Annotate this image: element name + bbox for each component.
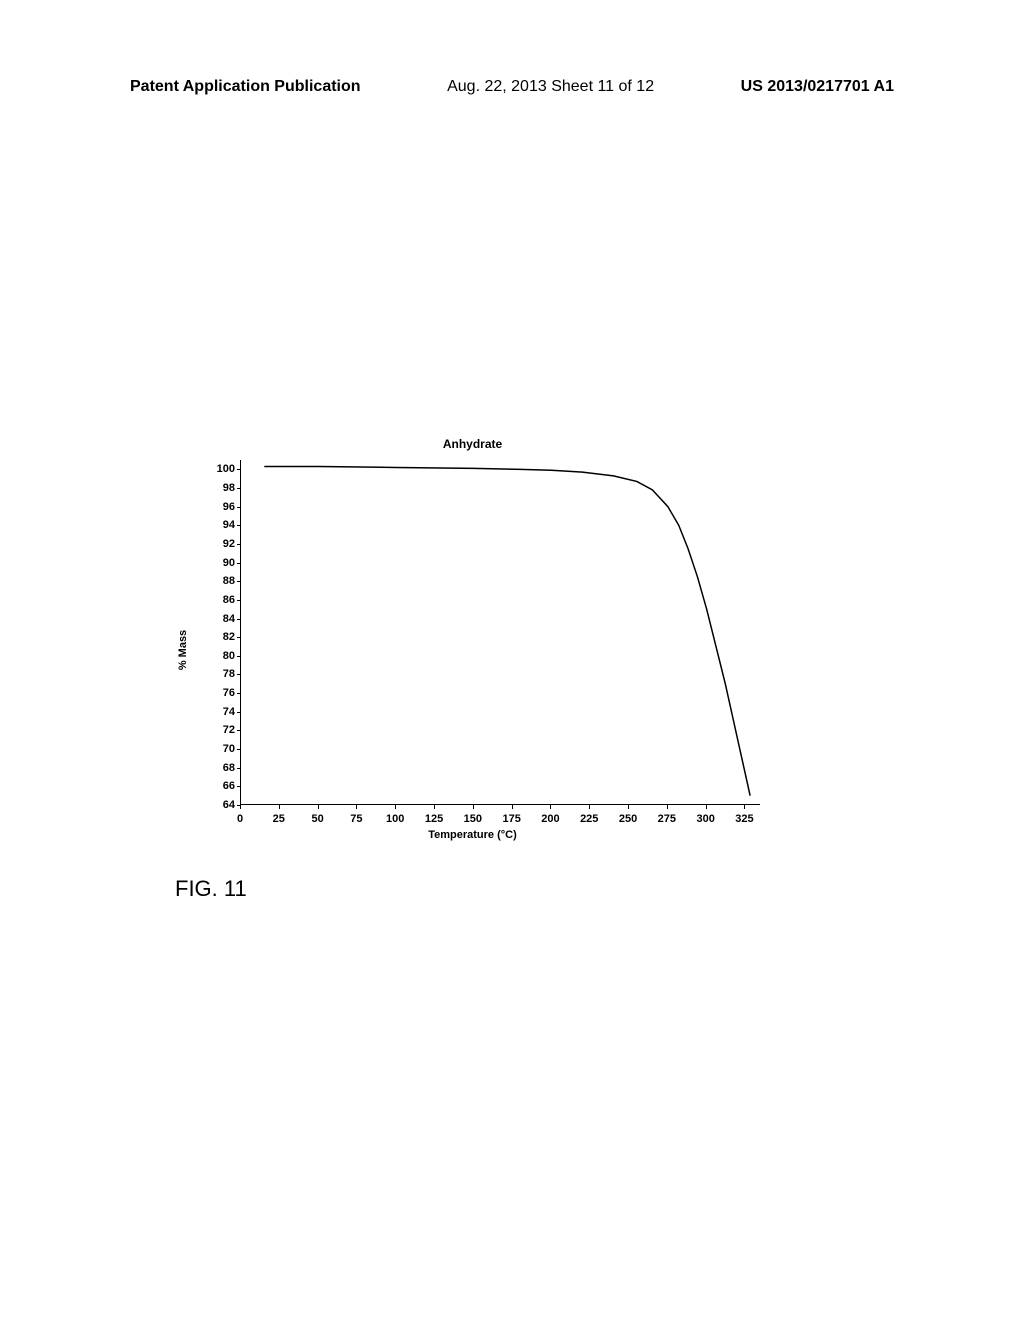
y-tick-mark: [237, 507, 241, 508]
x-tick-mark: [434, 805, 435, 809]
x-tick-label: 50: [298, 813, 338, 825]
data-curve: [241, 460, 760, 804]
x-tick-label: 325: [724, 813, 764, 825]
header-patent-number: US 2013/0217701 A1: [741, 78, 894, 96]
y-tick-mark: [237, 656, 241, 657]
x-tick-label: 200: [530, 813, 570, 825]
y-tick-mark: [237, 544, 241, 545]
x-tick-mark: [395, 805, 396, 809]
y-tick-label: 64: [205, 799, 235, 811]
y-tick-label: 78: [205, 668, 235, 680]
chart-title: Anhydrate: [175, 437, 770, 451]
y-tick-mark: [237, 581, 241, 582]
y-tick-mark: [237, 600, 241, 601]
x-tick-label: 125: [414, 813, 454, 825]
x-tick-mark: [512, 805, 513, 809]
x-tick-label: 0: [220, 813, 260, 825]
x-tick-label: 175: [492, 813, 532, 825]
y-tick-mark: [237, 786, 241, 787]
x-tick-mark: [318, 805, 319, 809]
y-tick-mark: [237, 749, 241, 750]
y-tick-mark: [237, 730, 241, 731]
x-tick-mark: [744, 805, 745, 809]
x-tick-label: 25: [259, 813, 299, 825]
y-tick-mark: [237, 563, 241, 564]
y-tick-label: 68: [205, 762, 235, 774]
x-tick-mark: [667, 805, 668, 809]
x-tick-label: 225: [569, 813, 609, 825]
y-tick-mark: [237, 637, 241, 638]
x-tick-mark: [240, 805, 241, 809]
x-tick-label: 75: [336, 813, 376, 825]
x-tick-label: 100: [375, 813, 415, 825]
x-tick-label: 250: [608, 813, 648, 825]
y-tick-label: 84: [205, 613, 235, 625]
x-tick-mark: [356, 805, 357, 809]
y-tick-mark: [237, 712, 241, 713]
x-tick-label: 300: [686, 813, 726, 825]
header-publication: Patent Application Publication: [130, 78, 361, 96]
y-tick-mark: [237, 674, 241, 675]
y-tick-label: 100: [205, 463, 235, 475]
y-tick-mark: [237, 525, 241, 526]
y-tick-mark: [237, 619, 241, 620]
x-tick-mark: [279, 805, 280, 809]
y-tick-label: 86: [205, 594, 235, 606]
y-tick-label: 94: [205, 519, 235, 531]
plot-area: [240, 460, 760, 805]
y-tick-label: 72: [205, 724, 235, 736]
y-tick-label: 98: [205, 482, 235, 494]
y-tick-mark: [237, 488, 241, 489]
y-tick-label: 76: [205, 687, 235, 699]
tga-chart: Anhydrate % Mass Temperature (°C) 646668…: [175, 455, 770, 845]
figure-label: FIG. 11: [175, 876, 247, 902]
page-header: Patent Application Publication Aug. 22, …: [0, 78, 1024, 96]
x-tick-label: 150: [453, 813, 493, 825]
x-tick-mark: [473, 805, 474, 809]
x-tick-mark: [628, 805, 629, 809]
y-tick-label: 74: [205, 706, 235, 718]
x-tick-mark: [589, 805, 590, 809]
y-tick-mark: [237, 693, 241, 694]
y-tick-label: 88: [205, 575, 235, 587]
y-tick-mark: [237, 469, 241, 470]
y-tick-label: 92: [205, 538, 235, 550]
x-tick-mark: [550, 805, 551, 809]
y-tick-mark: [237, 768, 241, 769]
x-tick-label: 275: [647, 813, 687, 825]
y-axis-label: % Mass: [177, 630, 189, 670]
y-tick-label: 90: [205, 557, 235, 569]
y-tick-label: 96: [205, 501, 235, 513]
y-tick-label: 82: [205, 631, 235, 643]
header-sheet-info: Aug. 22, 2013 Sheet 11 of 12: [447, 78, 654, 96]
y-tick-label: 70: [205, 743, 235, 755]
x-tick-mark: [706, 805, 707, 809]
y-tick-label: 80: [205, 650, 235, 662]
x-axis-label: Temperature (°C): [175, 829, 770, 841]
y-tick-label: 66: [205, 780, 235, 792]
